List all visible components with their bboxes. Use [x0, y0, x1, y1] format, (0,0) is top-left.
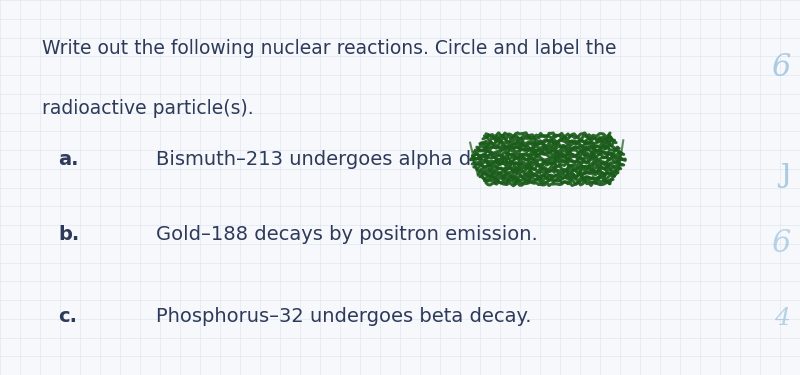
Text: Gold–188 decays by positron emission.: Gold–188 decays by positron emission.	[156, 225, 538, 244]
Text: b.: b.	[58, 225, 80, 244]
Text: ȷ: ȷ	[780, 156, 790, 189]
Text: a.: a.	[58, 150, 79, 169]
Text: Write out the following nuclear reactions. Circle and label the: Write out the following nuclear reaction…	[42, 39, 617, 58]
Text: c.: c.	[58, 308, 78, 326]
Text: Phosphorus–32 undergoes beta decay.: Phosphorus–32 undergoes beta decay.	[156, 308, 531, 326]
Text: 4: 4	[774, 307, 790, 330]
Text: 6: 6	[771, 52, 790, 83]
Text: 6: 6	[771, 228, 790, 259]
Text: Bismuth–213 undergoes alpha decay.: Bismuth–213 undergoes alpha decay.	[156, 150, 521, 169]
Text: radioactive particle(s).: radioactive particle(s).	[42, 99, 254, 118]
